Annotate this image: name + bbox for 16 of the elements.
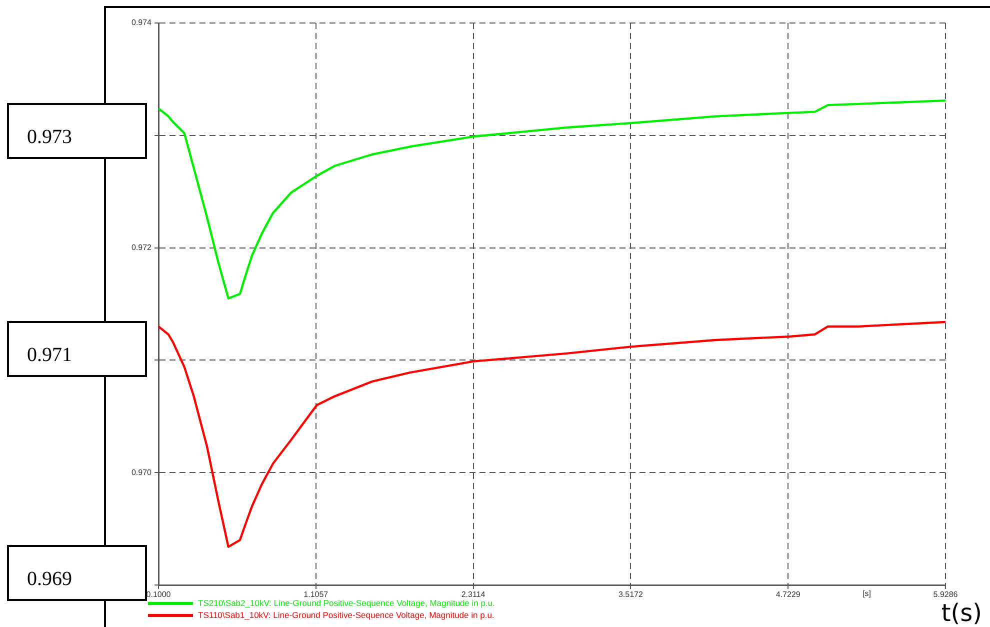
- text: 0.969: [7, 545, 147, 601]
- x-tick-label: 0.1000: [146, 590, 172, 600]
- x-tick-label: 5.9286: [933, 590, 958, 600]
- text: TS210\Sab2_10kV: Line-Ground Positive-Sequence Voltage, Magnitude in p.u.: [198, 598, 495, 608]
- y-tick-label: 0.972: [131, 243, 152, 252]
- text: 0.971: [7, 321, 147, 377]
- text: t(s): [941, 599, 982, 627]
- y-tick-label: 0.974: [131, 18, 152, 28]
- x-axis-title: [s]: [862, 589, 872, 598]
- x-tick-label: 3.5172: [618, 590, 644, 600]
- x-tick-label: 2.3114: [461, 590, 486, 600]
- text: TS110\Sab1_10kV: Line-Ground Positive-Sequence Voltage, Magnitude in p.u.: [198, 610, 494, 620]
- x-tick-label: 1.1057: [304, 590, 329, 600]
- x-tick-label: 4.7229: [776, 590, 801, 600]
- y-tick-label: 0.970: [131, 468, 152, 477]
- text: 0.973: [7, 103, 147, 159]
